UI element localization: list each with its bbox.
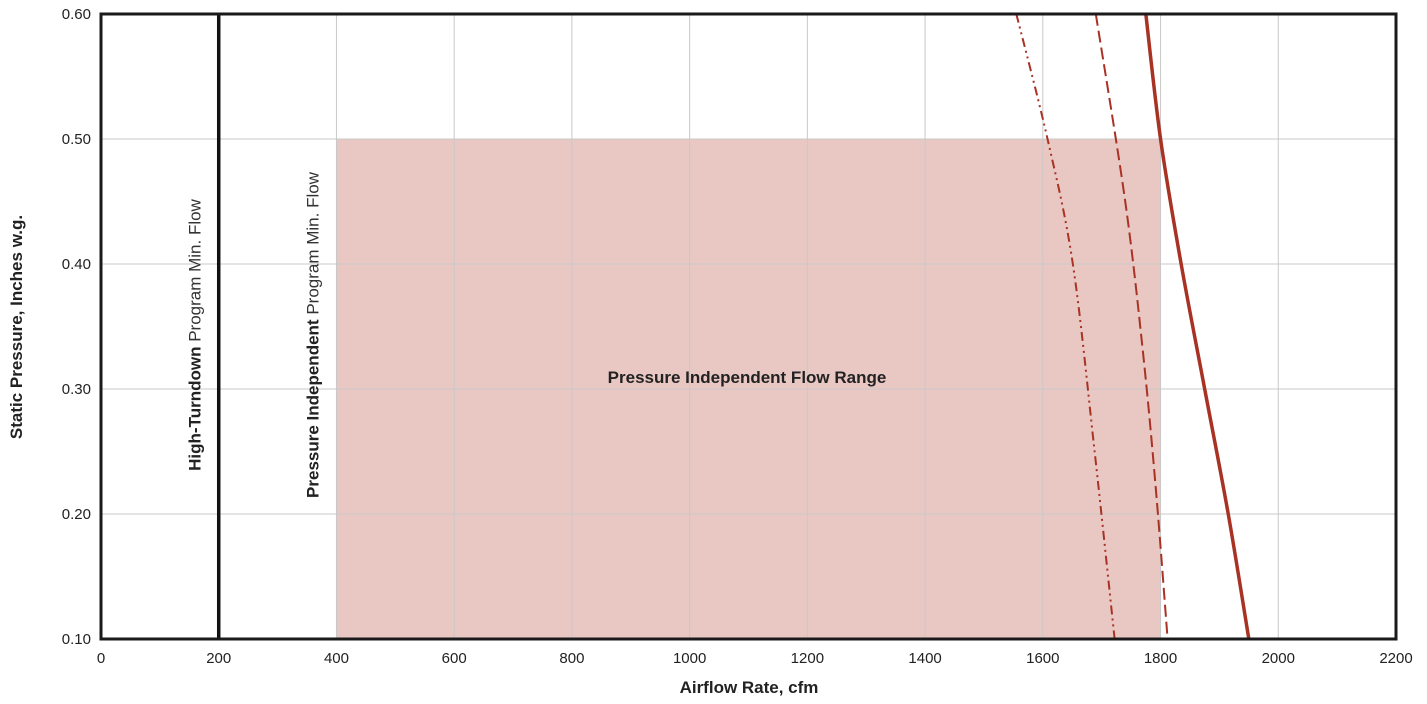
- y-tick-label: 0.60: [62, 6, 91, 23]
- x-tick-label: 200: [206, 650, 231, 667]
- y-tick-label: 0.20: [62, 506, 91, 523]
- min-flow-annotation: High-Turndown Program Min. Flow: [186, 198, 205, 470]
- min-flow-annotation-bold: High-Turndown: [186, 347, 205, 471]
- y-tick-label: 0.50: [62, 131, 91, 148]
- x-tick-label: 400: [324, 650, 349, 667]
- x-tick-label: 1600: [1026, 650, 1059, 667]
- x-tick-label: 800: [559, 650, 584, 667]
- x-tick-label: 1800: [1144, 650, 1177, 667]
- y-tick-label: 0.40: [62, 256, 91, 273]
- y-tick-label: 0.30: [62, 381, 91, 398]
- x-tick-label: 1200: [791, 650, 824, 667]
- x-tick-label: 2000: [1262, 650, 1295, 667]
- region-label: Pressure Independent Flow Range: [608, 368, 887, 387]
- x-tick-label: 0: [97, 650, 105, 667]
- min-flow-annotation: Pressure Independent Program Min. Flow: [303, 171, 322, 498]
- x-tick-label: 1400: [908, 650, 941, 667]
- min-flow-annotation-rest: Program Min. Flow: [303, 171, 322, 319]
- x-tick-label: 600: [442, 650, 467, 667]
- x-tick-label: 2200: [1379, 650, 1412, 667]
- min-flow-annotation-rest: Program Min. Flow: [186, 198, 205, 346]
- min-flow-annotation-bold: Pressure Independent: [303, 319, 322, 498]
- y-tick-label: 0.10: [62, 631, 91, 648]
- x-tick-label: 1000: [673, 650, 706, 667]
- y-axis-title: Static Pressure, Inches w.g.: [7, 215, 26, 439]
- x-axis-title: Airflow Rate, cfm: [680, 678, 819, 697]
